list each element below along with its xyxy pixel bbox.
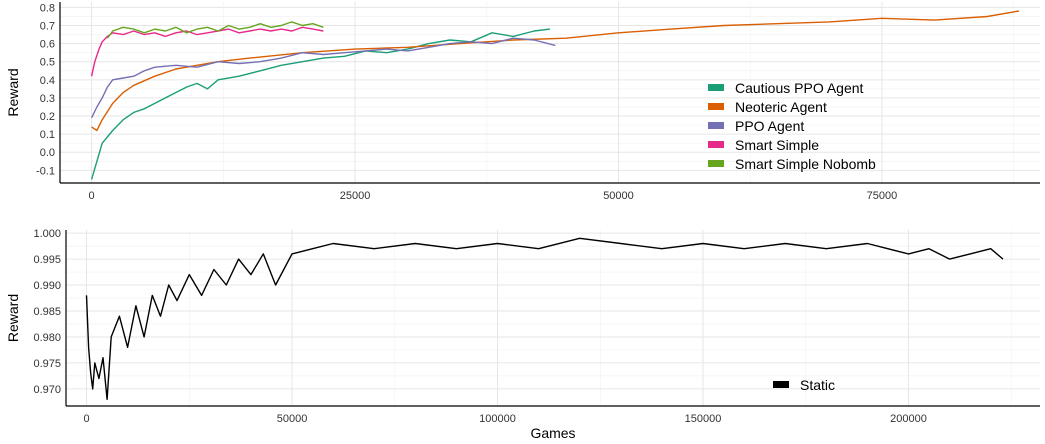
x-tick-label: 0 <box>89 190 95 202</box>
legend: Static <box>773 377 835 393</box>
y-axis-title: Reward <box>5 294 21 342</box>
y-tick-label: 0.995 <box>33 254 61 266</box>
x-axis-title: Games <box>530 425 575 441</box>
y-tick-label: 0.970 <box>33 384 61 396</box>
grid <box>66 230 1040 406</box>
y-tick-label: 0.2 <box>40 111 55 123</box>
top-chart-panel: -0.1 0.0 0.1 0.2 0.3 0.4 0.5 0.6 0.7 0.8 0 25000 500… <box>5 2 1040 202</box>
series-line-cautious-ppo-agent <box>90 28 551 180</box>
x-tick-label: 75000 <box>867 190 898 202</box>
y-tick-label: 0.0 <box>40 147 55 159</box>
y-tick-label: 1.000 <box>33 228 61 240</box>
legend-key-static <box>773 381 789 388</box>
grid <box>60 2 1040 183</box>
y-tick-label: 0.7 <box>40 21 55 33</box>
y-tick-label: 0.975 <box>33 358 61 370</box>
x-tick-label: 200000 <box>890 413 927 425</box>
series-line-smart-simple-nobomb <box>106 21 324 39</box>
y-tick-label: 0.990 <box>33 280 61 292</box>
x-tick-label: 25000 <box>340 190 371 202</box>
legend-key-smart-simple <box>708 141 724 148</box>
series-line-smart-simple <box>90 26 324 77</box>
y-tick-label: 0.985 <box>33 306 61 318</box>
legend-label-cautious-ppo-agent: Cautious PPO Agent <box>735 80 864 96</box>
series-line-static <box>85 237 1004 400</box>
series-line-ppo-agent <box>90 37 556 119</box>
x-tick-label: 100000 <box>479 413 516 425</box>
legend-label-neoteric-agent: Neoteric Agent <box>735 99 827 115</box>
y-tick-label: 0.8 <box>40 2 55 14</box>
x-tick-label: 0 <box>83 413 89 425</box>
legend-key-neoteric-agent <box>708 103 724 110</box>
legend-key-ppo-agent <box>708 122 724 129</box>
legend: Cautious PPO Agent Neoteric Agent PPO Agen… <box>708 80 876 172</box>
legend-label-ppo-agent: PPO Agent <box>735 118 804 134</box>
bottom-chart-panel: 0.970 0.975 0.980 0.985 0.990 0.995 1.000 0 5000… <box>5 228 1040 441</box>
y-tick-label: 0.6 <box>40 39 55 51</box>
legend-label-smart-simple: Smart Simple <box>735 137 819 153</box>
y-axis-title: Reward <box>5 68 21 116</box>
x-tick-label: 50000 <box>277 413 308 425</box>
x-tick-label: 150000 <box>685 413 722 425</box>
y-tick-label: 0.5 <box>40 57 55 69</box>
y-tick-label: 0.3 <box>40 93 55 105</box>
y-tick-label: 0.4 <box>40 75 55 87</box>
x-tick-label: 50000 <box>603 190 634 202</box>
y-tick-label: 0.1 <box>40 129 55 141</box>
legend-label-smart-simple-nobomb: Smart Simple Nobomb <box>735 156 876 172</box>
legend-key-smart-simple-nobomb <box>708 160 724 167</box>
y-tick-label: 0.980 <box>33 332 61 344</box>
legend-key-cautious-ppo-agent <box>708 84 724 91</box>
legend-label-static: Static <box>800 377 835 393</box>
y-tick-label: -0.1 <box>36 165 55 177</box>
series-line-neoteric-agent <box>91 10 1020 132</box>
